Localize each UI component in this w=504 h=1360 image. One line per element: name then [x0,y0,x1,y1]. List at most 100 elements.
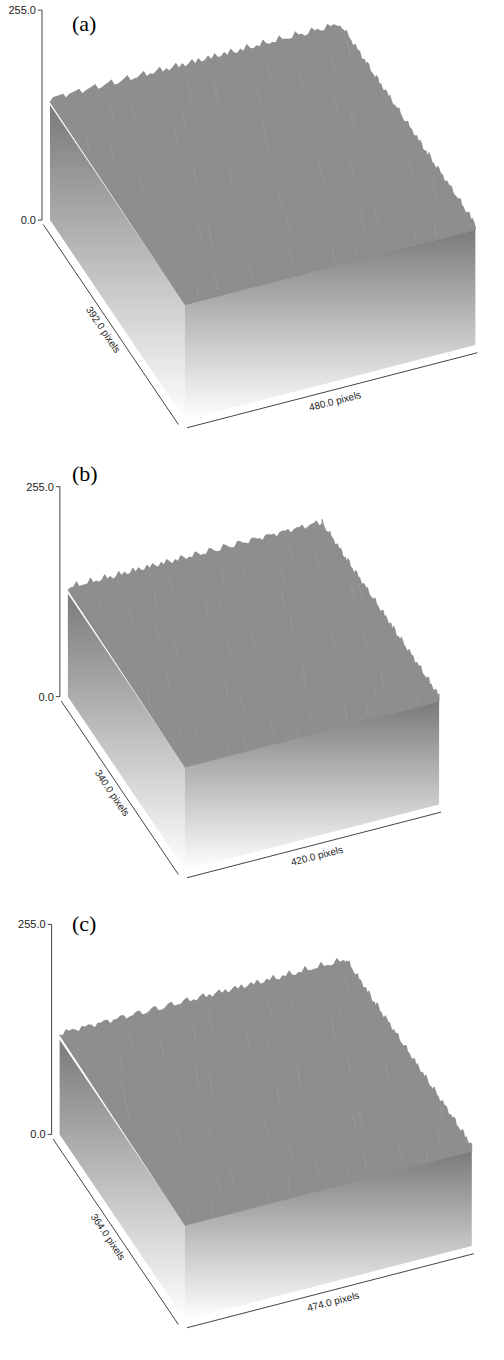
texture [176,1127,180,1144]
texture [315,552,319,568]
texture [266,60,271,78]
texture [350,109,355,127]
texture [287,243,292,261]
texture [409,157,414,175]
texture [277,1088,281,1105]
texture [214,84,219,102]
texture [319,163,324,181]
texture [302,665,306,681]
texture [366,708,368,716]
texture [229,169,234,187]
texture [261,115,266,133]
texture [208,1012,212,1029]
texture [247,260,252,278]
y-axis-label: 392.0 pixels [84,304,123,354]
texture [289,613,293,629]
texture [172,124,177,142]
texture [289,995,293,1012]
texture [119,1054,123,1071]
panel-letter: (b) [72,461,98,486]
texture [436,1125,440,1142]
z-axis [51,924,52,1134]
texture [352,1113,356,1130]
texture [208,226,213,244]
texture [167,675,171,691]
texture [345,977,349,994]
texture [269,717,273,733]
z-tick [38,10,42,11]
texture [178,724,182,740]
texture [278,192,283,210]
z-tick [48,1134,52,1135]
texture [334,97,339,115]
texture [347,1171,349,1179]
y-axis [61,701,178,874]
texture [303,677,307,693]
surface [68,519,439,870]
texture [414,230,415,241]
texture [160,1041,164,1058]
z-tick [56,486,60,487]
texture [288,1143,292,1160]
top-face [60,958,472,1225]
texture [182,113,187,131]
texture [299,71,304,89]
texture [125,1100,129,1117]
x-axis-label: 474.0 pixels [306,1289,360,1313]
texture [121,1083,125,1100]
texture [356,245,357,256]
z-tick-label: 255.0 [26,481,54,493]
texture [344,705,348,721]
texture [281,590,285,606]
panel-letter: (a) [72,11,96,36]
texture [434,220,437,235]
texture [187,82,192,100]
y-axis [43,225,178,425]
texture [110,106,115,124]
figure: 0.0255.0392.0 pixels480.0 pixels(a)0.025… [0,0,504,1360]
texture [174,641,178,657]
texture [346,1054,350,1071]
y-axis-label: 340.0 pixels [93,768,132,818]
z-tick-label: 255.0 [18,918,46,930]
texture [348,156,353,174]
surface [50,24,475,420]
texture [330,54,335,72]
texture [139,175,144,193]
texture [220,566,224,582]
texture [225,683,229,699]
x-axis [187,353,477,428]
x-axis [187,1254,474,1328]
texture [211,1204,213,1214]
y-axis [53,1139,178,1325]
texture [193,167,198,185]
texture [297,727,299,735]
texture [281,568,285,584]
texture [110,145,115,163]
texture [195,1067,199,1084]
texture [241,565,245,581]
texture [417,692,419,703]
texture [217,1174,221,1191]
texture [268,1000,272,1017]
surface-panel: 0.0255.0392.0 pixels480.0 pixels(a) [8,4,477,428]
texture [169,579,173,595]
texture [153,588,157,604]
texture [240,695,244,711]
texture [98,595,102,611]
texture [227,743,229,752]
texture [85,133,90,151]
z-tick-label: 0.0 [21,214,36,226]
texture [209,1075,213,1092]
z-tick [48,924,52,925]
texture [192,1026,196,1043]
surface-panel: 0.0255.0364.0 pixels474.0 pixels(c) [18,911,474,1328]
z-tick [56,696,60,697]
x-axis [187,812,441,878]
texture [252,636,256,652]
texture [338,1004,342,1021]
texture [268,1189,269,1200]
texture [358,583,362,599]
surface [60,958,472,1320]
texture [204,598,208,614]
